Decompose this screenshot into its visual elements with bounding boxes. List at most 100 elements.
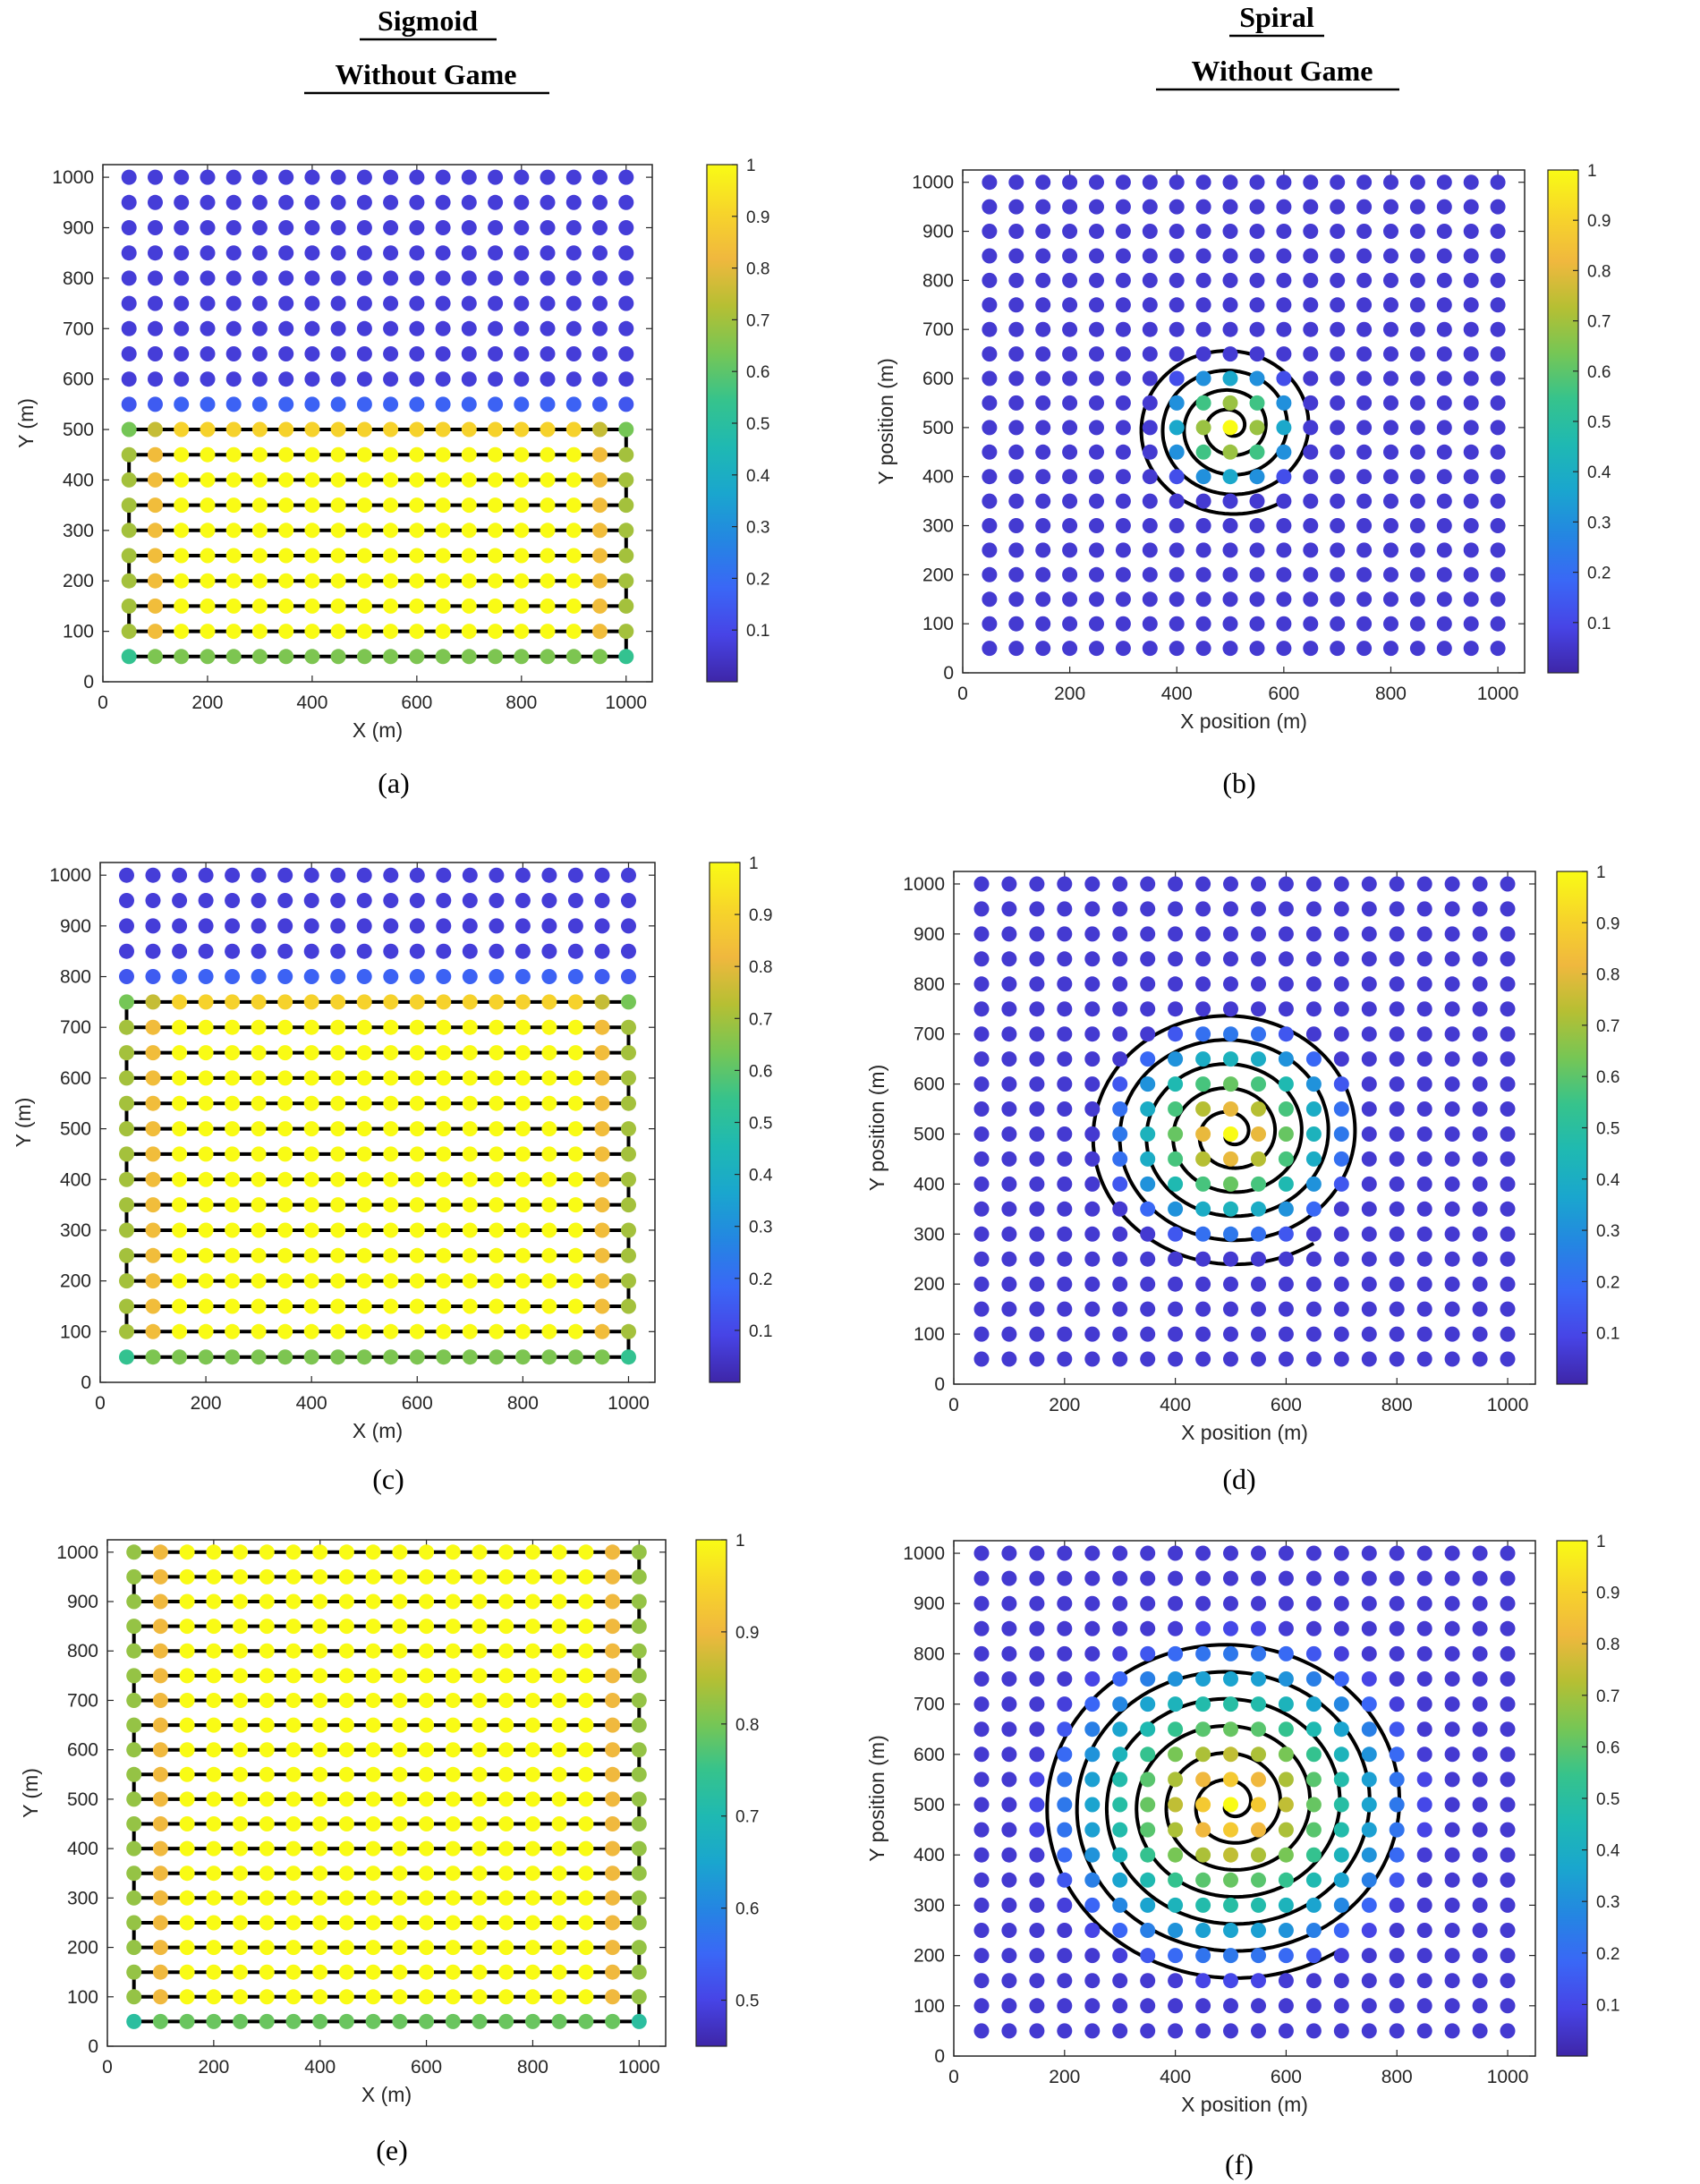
- data-point: [1472, 1923, 1488, 1938]
- data-point: [621, 1171, 636, 1187]
- data-point: [1084, 1998, 1101, 2014]
- data-point: [1416, 1595, 1432, 1611]
- data-point: [1383, 444, 1398, 460]
- data-point: [1251, 1772, 1266, 1788]
- data-point: [152, 1593, 168, 1610]
- data-point: [233, 1717, 249, 1733]
- data-point: [1035, 542, 1051, 558]
- data-point: [1035, 370, 1051, 387]
- data-point: [514, 497, 530, 514]
- data-point: [1112, 2023, 1128, 2039]
- data-point: [1305, 1973, 1322, 1989]
- data-point: [148, 270, 163, 286]
- data-point: [1490, 493, 1506, 509]
- data-point: [383, 1323, 399, 1339]
- data-point: [565, 396, 582, 412]
- data-point: [1195, 1201, 1211, 1217]
- data-point: [312, 1840, 328, 1857]
- data-point: [514, 320, 530, 336]
- data-point: [1278, 1998, 1294, 2014]
- data-point: [1276, 518, 1292, 533]
- data-point: [1223, 1276, 1238, 1292]
- data-point: [179, 1791, 195, 1807]
- data-point: [1389, 1973, 1405, 1989]
- data-point: [383, 918, 399, 934]
- y-tick-label: 400: [922, 467, 954, 488]
- data-point: [225, 1273, 241, 1289]
- data-point: [338, 1693, 354, 1708]
- data-point: [1251, 901, 1266, 917]
- data-point: [1001, 1176, 1017, 1192]
- data-point: [565, 446, 582, 463]
- data-point: [445, 1668, 461, 1684]
- data-point: [472, 1717, 488, 1733]
- data-point: [303, 1070, 319, 1086]
- data-point: [277, 1222, 293, 1238]
- data-point: [419, 1890, 435, 1906]
- data-point: [1409, 370, 1425, 387]
- x-tick-label: 200: [191, 1393, 222, 1414]
- data-point: [198, 1222, 214, 1238]
- data-point: [605, 1643, 621, 1659]
- data-point: [1500, 1772, 1516, 1788]
- data-point: [498, 1816, 514, 1831]
- data-point: [578, 1865, 594, 1882]
- data-point: [982, 469, 998, 485]
- data-point: [1112, 1276, 1128, 1292]
- data-point: [277, 1019, 293, 1035]
- data-point: [152, 1544, 168, 1560]
- data-point: [1029, 1721, 1045, 1738]
- data-point: [982, 542, 998, 558]
- data-point: [365, 1940, 381, 1956]
- data-point: [1223, 1620, 1238, 1636]
- data-point: [1416, 1276, 1432, 1292]
- data-point: [172, 1171, 188, 1187]
- data-point: [1251, 1671, 1266, 1687]
- data-point: [462, 1349, 478, 1365]
- data-point: [330, 1146, 346, 1162]
- y-tick-label: 700: [63, 319, 94, 339]
- data-point: [383, 893, 399, 908]
- data-point: [1278, 976, 1294, 992]
- data-point: [1490, 518, 1506, 533]
- data-point: [148, 169, 163, 185]
- data-point: [259, 1766, 275, 1782]
- data-point: [1251, 1998, 1266, 2014]
- data-point: [1057, 926, 1073, 942]
- data-point: [1276, 346, 1292, 362]
- data-point: [1084, 1923, 1101, 1938]
- data-point: [338, 1544, 354, 1560]
- data-point: [1276, 321, 1292, 337]
- data-point: [277, 1298, 293, 1314]
- data-point: [973, 951, 990, 967]
- data-point: [1057, 2023, 1073, 2039]
- data-point: [445, 1568, 461, 1585]
- data-point: [1001, 951, 1017, 967]
- data-point: [285, 1816, 302, 1831]
- data-point: [251, 1197, 267, 1213]
- data-point: [1416, 1001, 1432, 1017]
- data-point: [1223, 1923, 1238, 1938]
- data-point: [1008, 420, 1024, 436]
- data-point: [567, 1019, 583, 1035]
- y-tick-label: 300: [60, 1220, 91, 1241]
- data-point: [973, 1126, 990, 1142]
- panel-f: 0 200 400 600 800 100001002003004005006007008…: [865, 1533, 1620, 2116]
- data-point: [225, 320, 242, 336]
- data-point: [1463, 641, 1479, 657]
- data-point: [174, 421, 190, 438]
- data-point: [409, 1045, 425, 1061]
- data-point: [1490, 297, 1506, 313]
- data-point: [1168, 1872, 1184, 1888]
- data-point: [541, 1323, 557, 1339]
- data-point: [1029, 1671, 1045, 1687]
- data-point: [1389, 1126, 1405, 1142]
- data-point: [409, 1095, 425, 1111]
- data-point: [1303, 469, 1319, 485]
- y-tick-label: 300: [922, 516, 954, 537]
- data-point: [472, 1693, 488, 1708]
- colorbar-tick-label: 0.2: [1587, 565, 1611, 583]
- data-point: [409, 1070, 425, 1086]
- data-point: [1305, 1721, 1322, 1738]
- colorbar-tick-label: 0.9: [1596, 914, 1619, 933]
